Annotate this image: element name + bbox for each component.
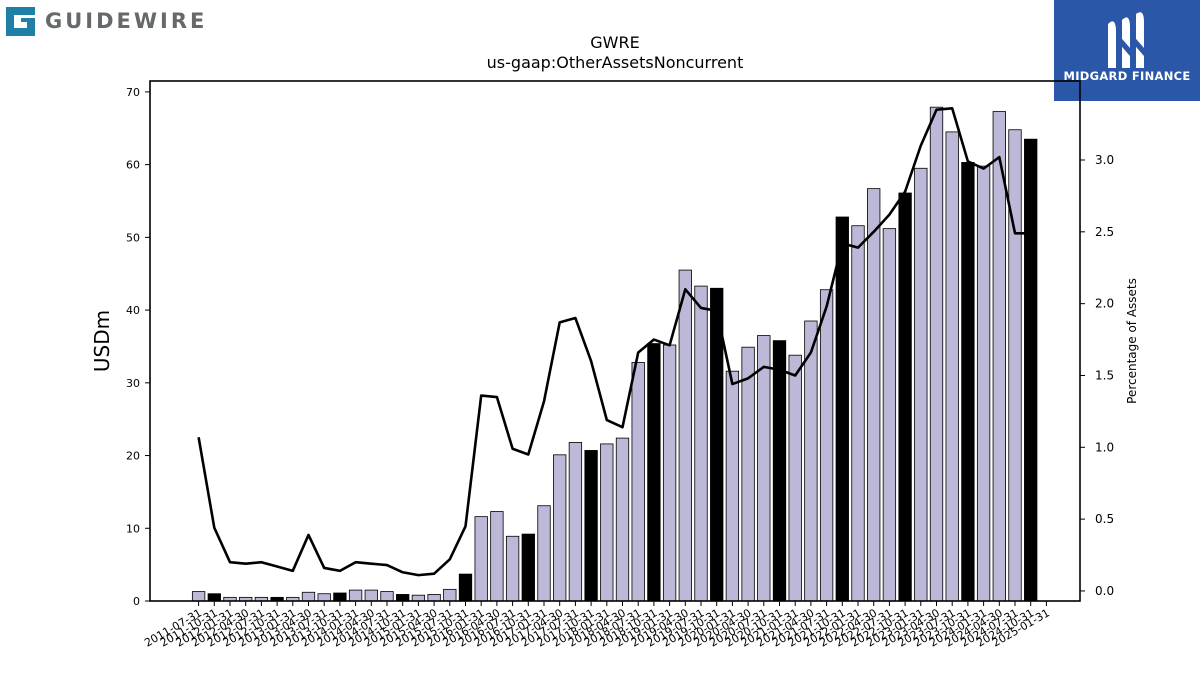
bar-2014-07-31	[380, 591, 394, 602]
bar-2016-04-30	[490, 511, 504, 602]
bars-group	[191, 106, 1038, 602]
bar-2017-07-31	[568, 442, 583, 602]
guidewire-g-icon	[6, 6, 35, 36]
bar-2022-04-30	[867, 188, 881, 602]
bar-2014-10-31	[396, 594, 410, 602]
chart-subtitle: us-gaap:OtherAssetsNoncurrent	[487, 53, 744, 72]
x-axis-ticks: 2011-07-312011-10-312012-01-312012-04-30…	[142, 601, 1052, 650]
bar-2016-01-31	[474, 516, 488, 602]
bar-2018-04-30	[615, 437, 630, 602]
midgard-finance-logo: MIDGARD FINANCE	[1054, 0, 1200, 101]
bar-2018-01-31	[600, 443, 614, 602]
bar-2015-10-31	[458, 573, 473, 602]
bar-2020-07-31	[757, 335, 771, 602]
bar-2011-10-31	[207, 593, 221, 602]
y2-tick-label: 2.5	[1095, 225, 1114, 239]
y-tick-label: 50	[126, 231, 140, 244]
y2-tick-label: 1.0	[1095, 440, 1114, 454]
bar-2013-10-31	[333, 592, 347, 602]
bar-2020-10-31	[772, 340, 787, 602]
bar-2024-07-31	[1008, 129, 1022, 602]
percentage-of-assets-line	[197, 106, 1031, 577]
bar-2017-10-31	[584, 450, 598, 602]
line-group	[197, 106, 1031, 577]
bar-2023-01-31	[914, 167, 928, 602]
bar-2020-01-31	[725, 370, 740, 602]
bar-2013-04-30	[301, 591, 316, 602]
y2-tick-label: 0.0	[1095, 584, 1114, 598]
bar-2019-01-31	[662, 344, 677, 602]
bar-2015-01-31	[411, 594, 426, 602]
bar-2018-07-31	[631, 362, 645, 602]
secondary-y-axis-label: Percentage of Assets	[1125, 278, 1139, 404]
bar-2017-04-30	[553, 454, 567, 602]
bar-2024-10-31	[1024, 138, 1038, 602]
y-tick-label: 70	[126, 86, 140, 99]
secondary-y-axis-ticks: 0.0 0.5 1.0 1.5 2.0 2.5 3.0	[1080, 153, 1114, 598]
bar-2017-01-31	[537, 505, 551, 602]
midgard-m-icon	[1108, 12, 1144, 68]
y-tick-label: 20	[126, 450, 140, 463]
y2-tick-label: 3.0	[1095, 153, 1114, 167]
bar-2011-07-31	[191, 591, 206, 602]
y-tick-label: 40	[126, 304, 140, 317]
bar-2013-07-31	[317, 593, 331, 602]
bar-2023-04-30	[929, 106, 944, 602]
bar-2023-10-31	[961, 162, 975, 602]
chart-title: GWRE	[590, 33, 639, 52]
bar-2023-07-31	[945, 131, 959, 602]
y-axis-label: USDm	[90, 310, 114, 372]
bar-2021-10-31	[835, 216, 849, 602]
bar-2018-10-31	[647, 343, 661, 602]
bar-2021-07-31	[819, 289, 834, 602]
plot-area-frame	[149, 80, 1081, 602]
bar-2015-04-30	[427, 594, 441, 602]
y-tick-label: 30	[126, 377, 140, 390]
y-tick-label: 10	[126, 522, 140, 535]
bar-2021-01-31	[788, 354, 802, 602]
y2-tick-label: 2.0	[1095, 297, 1114, 311]
bar-2022-07-31	[882, 228, 897, 602]
bar-2022-01-31	[851, 225, 865, 602]
bar-2021-04-30	[804, 320, 818, 602]
bar-2022-10-31	[898, 192, 912, 602]
bar-2015-07-31	[443, 588, 457, 602]
bar-2019-04-30	[678, 269, 692, 602]
midgard-finance-wordmark: MIDGARD FINANCE	[1063, 69, 1191, 83]
bar-2016-07-31	[505, 535, 520, 602]
bar-2020-04-30	[741, 346, 755, 602]
y2-tick-label: 0.5	[1095, 512, 1114, 526]
guidewire-logo: GUIDEWIRE	[4, 4, 207, 38]
y-tick-label: 0	[133, 595, 140, 608]
y-tick-label: 60	[126, 159, 140, 172]
bar-2019-07-31	[694, 285, 708, 602]
bar-2024-04-30	[992, 111, 1006, 602]
bar-2016-10-31	[521, 533, 535, 602]
y-axis-ticks: 0 10 20 30 40 50 60 70	[126, 86, 150, 608]
guidewire-wordmark: GUIDEWIRE	[45, 9, 208, 33]
y2-tick-label: 1.5	[1095, 368, 1114, 382]
bar-2014-04-30	[364, 589, 378, 602]
bar-2024-01-31	[976, 165, 991, 602]
bar-2014-01-31	[348, 589, 363, 602]
